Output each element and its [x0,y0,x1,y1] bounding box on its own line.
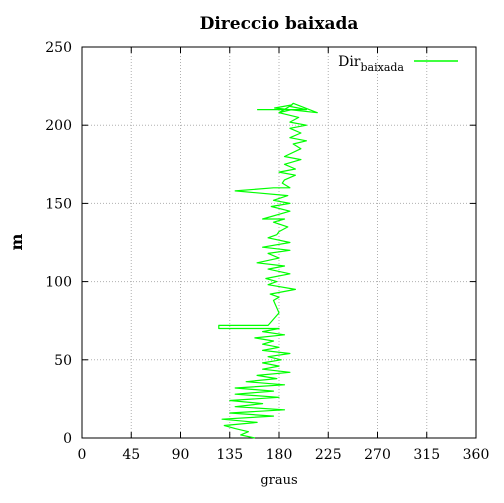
x-tick-label: 45 [122,447,140,463]
legend-label-main: Dir [338,54,361,70]
y-tick-label: 50 [54,353,72,369]
x-tick-label: 270 [364,447,391,463]
legend-label-sub: baixada [361,61,405,74]
x-tick-label: 0 [78,447,87,463]
x-tick-label: 180 [266,447,293,463]
x-tick-label: 360 [463,447,490,463]
y-tick-label: 200 [45,118,72,134]
series-group [218,102,318,439]
legend-label: Dirbaixada [338,54,404,74]
x-tick-label: 90 [172,447,190,463]
chart-title: Direccio baixada [200,14,359,34]
x-tick-label: 225 [315,447,342,463]
y-tick-label: 0 [63,431,72,447]
x-tick-label: 135 [216,447,243,463]
y-axis-label: m [7,233,26,250]
y-tick-label: 150 [45,196,72,212]
series-line-0 [218,102,318,439]
axis-ticks: 0 45 90 135 180 225 270 315 360 0 50 100 150 200 250 [45,40,489,463]
x-axis-label: graus [260,473,297,488]
grid [82,47,476,438]
x-tick-label: 315 [413,447,440,463]
y-tick-label: 250 [45,40,72,56]
y-tick-label: 100 [45,275,72,291]
legend: Dirbaixada [338,54,458,74]
